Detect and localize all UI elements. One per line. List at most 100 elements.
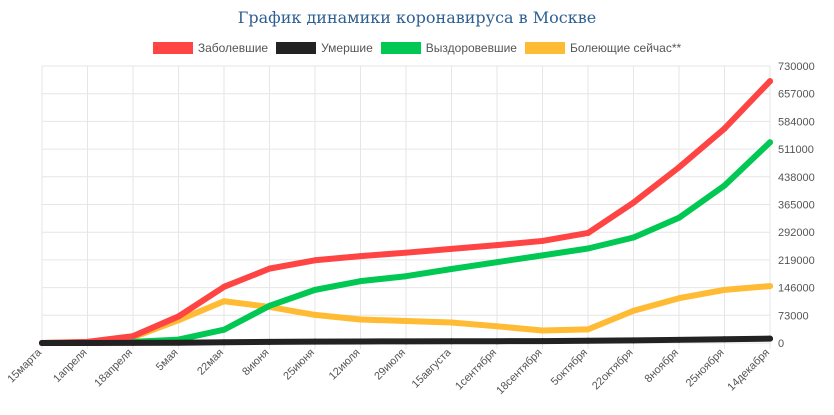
data-point bbox=[403, 249, 409, 256]
data-point bbox=[721, 125, 728, 132]
data-point bbox=[494, 323, 500, 330]
x-tick-label: 29июля bbox=[372, 347, 408, 383]
data-point bbox=[357, 253, 364, 260]
x-tick-label: 18апреля bbox=[92, 347, 135, 390]
x-tick-label: 25июня bbox=[281, 347, 317, 383]
legend-label-deaths: Умершие bbox=[321, 41, 373, 55]
data-point bbox=[39, 340, 45, 346]
legend-label-infected: Заболевшие bbox=[197, 41, 269, 55]
x-tick-label: 8ноября bbox=[643, 347, 682, 386]
data-point bbox=[448, 319, 455, 326]
data-point bbox=[448, 245, 455, 252]
data-point bbox=[175, 313, 182, 320]
data-point bbox=[84, 340, 91, 346]
data-point bbox=[721, 286, 728, 293]
x-tick-label: 5октября bbox=[549, 347, 590, 388]
data-point bbox=[494, 242, 500, 249]
data-point bbox=[403, 338, 409, 345]
data-point bbox=[221, 339, 227, 346]
y-tick-label: 365000 bbox=[778, 200, 815, 212]
data-point bbox=[630, 337, 637, 344]
x-tick-label: 15марта bbox=[5, 346, 44, 385]
data-point bbox=[721, 336, 728, 343]
x-tick-label: 14декабря bbox=[725, 347, 772, 394]
legend-item-infected[interactable]: Заболевшие bbox=[152, 41, 269, 55]
data-point bbox=[266, 265, 273, 272]
data-point bbox=[767, 139, 773, 146]
x-tick-label: 1апреля bbox=[51, 347, 90, 386]
data-point bbox=[312, 286, 318, 293]
data-point bbox=[357, 316, 364, 323]
data-point bbox=[312, 257, 318, 264]
data-point bbox=[767, 78, 773, 85]
data-point bbox=[221, 326, 227, 333]
data-point bbox=[494, 338, 500, 345]
data-point bbox=[448, 266, 455, 273]
data-point bbox=[539, 338, 546, 345]
legend-item-deaths[interactable]: Умершие bbox=[276, 41, 373, 55]
x-tick-label: 22мая bbox=[195, 347, 226, 378]
x-tick-label: 15августа bbox=[410, 346, 455, 391]
x-tick-label: 25ноября bbox=[684, 347, 727, 390]
y-tick-label: 657000 bbox=[778, 89, 815, 101]
y-tick-label: 438000 bbox=[778, 172, 815, 184]
legend-swatch-recovered bbox=[380, 42, 421, 54]
x-tick-label: 12июля bbox=[327, 347, 363, 383]
legend-swatch-infected bbox=[152, 42, 193, 54]
data-point bbox=[539, 237, 546, 244]
data-point bbox=[357, 338, 364, 345]
data-point bbox=[630, 307, 637, 314]
data-point bbox=[676, 336, 682, 343]
x-tick-label: 5мая bbox=[154, 347, 181, 374]
data-point bbox=[221, 298, 227, 305]
legend-swatch-deaths bbox=[276, 42, 317, 54]
x-tick-label: 18сентября bbox=[494, 347, 544, 397]
y-tick-label: 73000 bbox=[778, 310, 809, 322]
y-tick-label: 146000 bbox=[778, 283, 815, 295]
y-tick-label: 219000 bbox=[778, 255, 815, 267]
data-point bbox=[585, 337, 591, 344]
legend-swatch-active bbox=[524, 42, 565, 54]
x-tick-label: 22октября bbox=[590, 347, 636, 393]
data-point bbox=[630, 234, 637, 241]
legend-label-active: Болеющие сейчас** bbox=[569, 41, 682, 55]
data-point bbox=[676, 164, 682, 171]
data-point bbox=[539, 252, 546, 259]
x-tick-label: 1сентября bbox=[453, 347, 499, 393]
legend: Заболевшие Умершие Выздоровевшие Болеющи… bbox=[0, 41, 834, 55]
data-point bbox=[266, 302, 273, 309]
data-point bbox=[539, 327, 546, 334]
legend-label-recovered: Выздоровевшие bbox=[425, 41, 517, 55]
data-point bbox=[130, 339, 136, 346]
data-point bbox=[767, 335, 773, 342]
data-point bbox=[221, 283, 227, 290]
y-tick-label: 584000 bbox=[778, 116, 815, 128]
data-point bbox=[767, 283, 773, 290]
data-point bbox=[585, 326, 591, 333]
data-point bbox=[403, 273, 409, 280]
data-point bbox=[266, 338, 273, 345]
data-point bbox=[312, 338, 318, 345]
data-point bbox=[448, 338, 455, 345]
data-point bbox=[175, 339, 182, 346]
data-point bbox=[403, 317, 409, 324]
data-point bbox=[721, 182, 728, 189]
legend-item-recovered[interactable]: Выздоровевшие bbox=[380, 41, 517, 55]
data-point bbox=[312, 311, 318, 318]
legend-item-active[interactable]: Болеющие сейчас** bbox=[524, 41, 682, 55]
y-tick-label: 0 bbox=[778, 338, 784, 350]
data-point bbox=[357, 278, 364, 285]
x-tick-label: 8июня bbox=[240, 347, 272, 379]
data-point bbox=[130, 333, 136, 340]
y-tick-label: 511000 bbox=[778, 144, 814, 156]
data-point bbox=[676, 214, 682, 221]
y-tick-label: 292000 bbox=[778, 227, 815, 239]
data-point bbox=[585, 229, 591, 236]
y-tick-label: 730000 bbox=[778, 61, 815, 73]
data-point bbox=[585, 245, 591, 252]
data-point bbox=[676, 295, 682, 302]
data-point bbox=[494, 259, 500, 266]
data-point bbox=[630, 199, 637, 206]
chart-title: График динамики коронавируса в Москве bbox=[237, 8, 597, 27]
